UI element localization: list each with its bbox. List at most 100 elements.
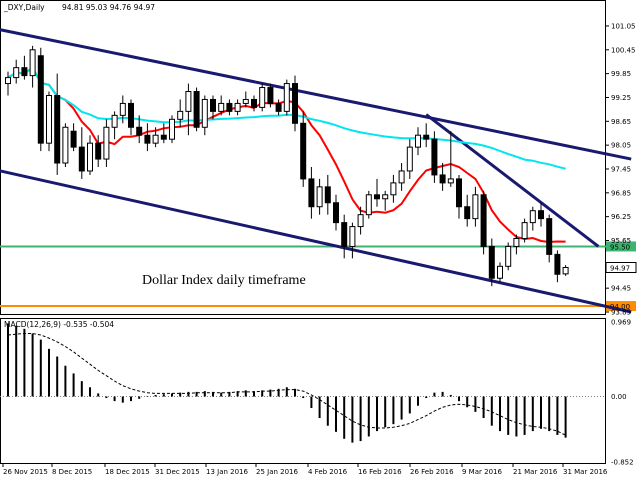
- candle-body: [521, 222, 528, 240]
- macd-bar: [80, 381, 83, 397]
- macd-bar: [277, 388, 280, 397]
- macd-bar: [392, 396, 395, 425]
- y-tick-label: 94.45: [611, 285, 631, 293]
- candle-body: [136, 126, 143, 136]
- candle-body: [398, 170, 405, 184]
- macd-bar: [187, 391, 190, 397]
- candle-body: [193, 91, 200, 128]
- macd-bar: [39, 339, 42, 397]
- y-tick-label: 98.05: [611, 142, 631, 150]
- candle-body: [5, 77, 11, 85]
- candle-body: [456, 178, 462, 208]
- macd-bar: [97, 393, 100, 397]
- candle-body: [529, 210, 536, 224]
- candle-body: [226, 102, 233, 112]
- level-tag: [606, 301, 636, 312]
- macd-bar: [310, 396, 313, 409]
- candle-body: [390, 182, 397, 196]
- y-tick-label: 100.45: [611, 46, 636, 54]
- macd-bar: [351, 396, 354, 443]
- candle-body: [218, 102, 225, 112]
- macd-bar: [343, 396, 346, 439]
- candle-body: [111, 114, 118, 128]
- macd-bar: [269, 389, 272, 397]
- candle-body: [333, 202, 339, 224]
- trend-line: [0, 169, 632, 314]
- x-tick-label: 31 Dec 2015: [155, 468, 200, 476]
- candle-body: [29, 49, 36, 77]
- candle-body: [447, 178, 454, 184]
- macd-bar: [285, 387, 288, 397]
- candle-body: [308, 178, 315, 208]
- candle-body: [234, 102, 241, 112]
- macd-bar: [400, 396, 403, 420]
- macd-bar: [105, 396, 108, 399]
- candle-body: [46, 94, 52, 144]
- current-price-tag: [605, 262, 637, 274]
- macd-bar: [417, 396, 419, 406]
- current-price-label: 94.97: [610, 265, 630, 273]
- macd-bar: [359, 396, 362, 442]
- candle-body: [505, 245, 512, 267]
- candle-body: [374, 194, 380, 200]
- candle-body: [160, 134, 167, 140]
- macd-bar: [89, 387, 91, 397]
- macd-bar: [433, 392, 436, 397]
- macd-bar: [171, 393, 173, 397]
- macd-tick-label: 0.969: [611, 319, 631, 327]
- macd-bar: [441, 391, 444, 397]
- y-tick-label: 98.65: [611, 118, 631, 126]
- candle-body: [54, 94, 61, 164]
- candle-body: [267, 87, 274, 104]
- macd-bar: [490, 396, 493, 426]
- candle-body: [538, 210, 544, 220]
- trend-line: [425, 113, 600, 248]
- candle-body: [423, 134, 430, 140]
- main-panel-frame: [0, 0, 606, 315]
- candle-body: [415, 134, 421, 148]
- candle-body: [497, 265, 503, 279]
- macd-bar: [564, 396, 567, 438]
- candle-body: [152, 134, 159, 144]
- macd-bar: [449, 394, 452, 397]
- candle-body: [406, 146, 413, 172]
- candle-body: [201, 98, 208, 128]
- ohlc-label: 94.81 95.03 94.76 94.97: [62, 3, 155, 12]
- y-tick-label: 99.85: [611, 70, 631, 78]
- trend-line: [0, 28, 632, 161]
- level-label: 94.00: [610, 303, 630, 311]
- x-tick-label: 8 Dec 2015: [52, 468, 92, 476]
- macd-bar: [482, 396, 485, 419]
- macd-bar: [236, 391, 239, 397]
- macd-bar: [507, 396, 510, 435]
- level-label: 95.50: [610, 243, 630, 251]
- macd-bar: [548, 396, 551, 432]
- y-tick-label: 101.05: [611, 22, 636, 30]
- candle-body: [119, 102, 126, 116]
- macd-bar: [540, 396, 542, 429]
- candle-body: [488, 245, 495, 279]
- macd-bar: [326, 396, 329, 426]
- candle-body: [37, 55, 44, 144]
- macd-bar: [244, 390, 247, 397]
- macd-bar: [253, 391, 255, 397]
- candle-body: [439, 174, 446, 184]
- macd-bar: [458, 396, 460, 402]
- macd-tick-label: 0.00: [611, 393, 627, 401]
- candle-body: [87, 142, 93, 172]
- macd-tick-label: -0.852: [611, 459, 634, 467]
- candle-body: [464, 206, 471, 220]
- candle-body: [70, 130, 77, 148]
- x-tick-label: 18 Dec 2015: [105, 468, 150, 476]
- candle-body: [62, 126, 69, 164]
- candle-body: [251, 98, 257, 108]
- y-tick-label: 93.85: [611, 309, 631, 317]
- macd-bar: [425, 396, 428, 399]
- candle-body: [324, 186, 331, 204]
- candle-body: [275, 102, 282, 112]
- candle-body: [357, 214, 364, 228]
- macd-panel-frame: [0, 318, 606, 464]
- x-tick-label: 16 Feb 2016: [358, 468, 402, 476]
- candle-body: [431, 138, 438, 176]
- candle-body: [128, 102, 134, 128]
